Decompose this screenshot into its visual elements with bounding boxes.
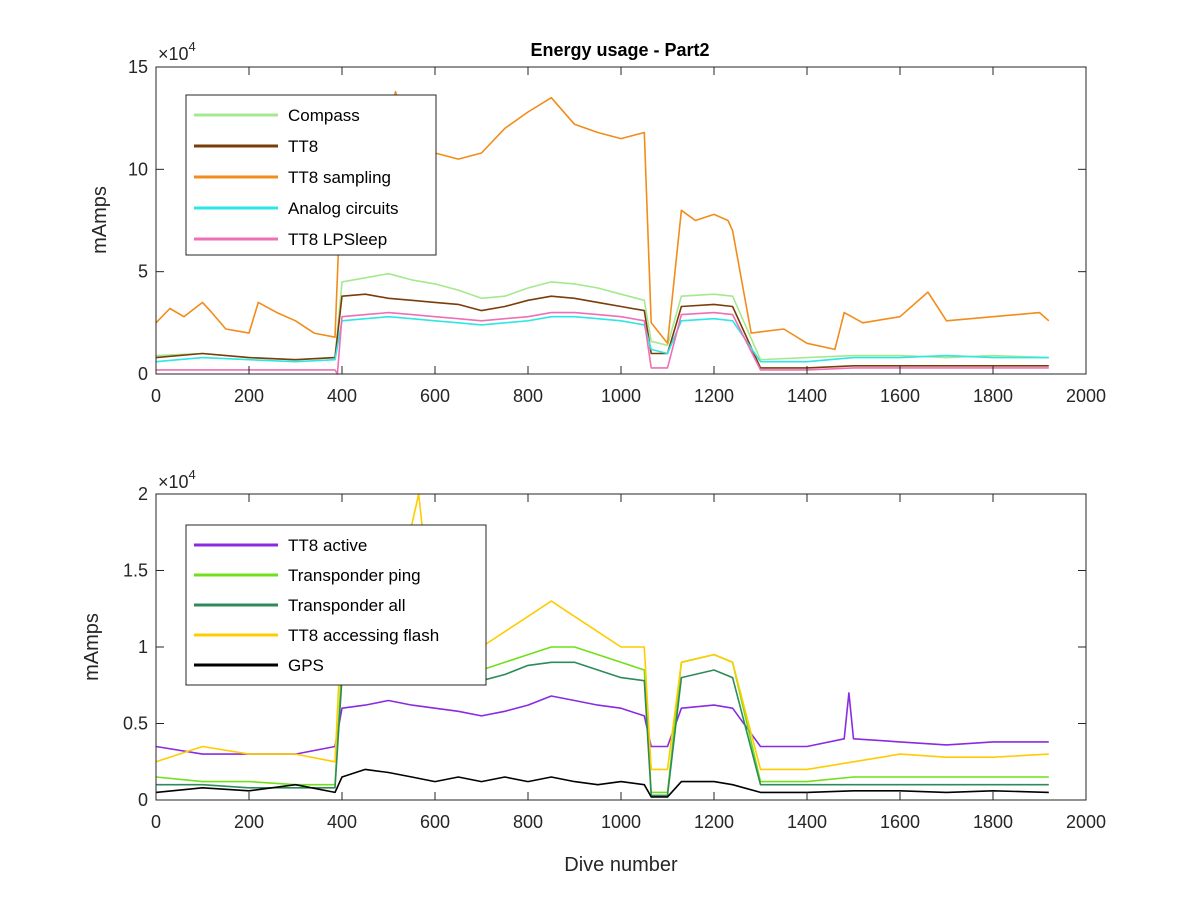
x-tick-label: 1600	[880, 386, 920, 406]
chart-bottom-exponent: ×104	[158, 467, 196, 492]
y-tick-label: 1	[138, 637, 148, 657]
series-line-compass	[155, 272, 1049, 361]
series-line-tt8-active	[155, 692, 1049, 755]
y-tick-label: 2	[138, 484, 148, 504]
x-tick-label: 1400	[787, 386, 827, 406]
x-tick-label: 2000	[1066, 812, 1106, 832]
chart-bottom: 0 200 400 600 800 1000 1200 1400 1600 1800 2000 00…	[81, 467, 1106, 876]
legend-label-tt8: TT8	[288, 137, 318, 156]
chart-top-lines	[155, 90, 1050, 375]
x-tick-label: 0	[151, 812, 161, 832]
chart-bottom-legend: TT8 active Transponder ping Transponder al…	[185, 524, 487, 686]
x-tick-label: 1200	[694, 812, 734, 832]
x-tick-label: 400	[327, 386, 357, 406]
x-tick-label: 200	[234, 386, 264, 406]
chart-top-exponent: ×104	[158, 39, 196, 64]
x-tick-label: 1000	[601, 812, 641, 832]
legend-label-tt8-sampling: TT8 sampling	[288, 168, 391, 187]
legend-label-transponder-ping: Transponder ping	[288, 566, 421, 585]
y-tick-label: 1.5	[123, 561, 148, 581]
chart-top-legend: Compass TT8 TT8 sampling Analog circuits TT8…	[185, 94, 437, 256]
y-tick-label: 10	[128, 159, 148, 179]
x-tick-label: 200	[234, 812, 264, 832]
y-tick-label: 15	[128, 57, 148, 77]
legend-label-gps: GPS	[288, 656, 324, 675]
x-tick-label: 1800	[973, 812, 1013, 832]
chart-bottom-ylabel: mAmps	[81, 613, 103, 681]
chart-bottom-xticks: 0 200 400 600 800 1000 1200 1400 1600 1800 2000	[151, 494, 1106, 832]
y-tick-label: 0	[138, 790, 148, 810]
x-tick-label: 1400	[787, 812, 827, 832]
legend-label-tt8-lpsleep: TT8 LPSleep	[288, 230, 387, 249]
y-tick-label: 0	[138, 364, 148, 384]
chart-top: Energy usage - Part2 0 200 400 600 800 1000 12…	[89, 39, 1106, 406]
chart-bottom-yticks: 0 0.5 1 1.5 2	[123, 484, 1086, 810]
x-tick-label: 800	[513, 386, 543, 406]
x-tick-label: 600	[420, 386, 450, 406]
chart-top-legend-box	[185, 94, 437, 256]
y-tick-label: 5	[138, 262, 148, 282]
series-line-gps	[155, 768, 1049, 798]
x-tick-label: 400	[327, 812, 357, 832]
chart-top-ylabel: mAmps	[89, 186, 111, 254]
x-tick-label: 2000	[1066, 386, 1106, 406]
chart-top-title: Energy usage - Part2	[530, 40, 709, 60]
x-tick-label: 0	[151, 386, 161, 406]
x-tick-label: 600	[420, 812, 450, 832]
series-line-analog-circuits	[155, 315, 1049, 363]
series-line-tt8-lpsleep	[156, 311, 1049, 375]
x-tick-label: 1600	[880, 812, 920, 832]
x-tick-label: 1000	[601, 386, 641, 406]
x-tick-label: 1800	[973, 386, 1013, 406]
x-tick-label: 1200	[694, 386, 734, 406]
series-line-tt8-sampling	[155, 90, 1050, 351]
legend-label-analog-circuits: Analog circuits	[288, 199, 399, 218]
chart-top-yticks: 0 5 10 15	[128, 57, 1086, 384]
chart-top-xticks: 0 200 400 600 800 1000 1200 1400 1600 1800 2000	[151, 67, 1106, 406]
legend-label-tt8-accessing-flash: TT8 accessing flash	[288, 626, 439, 645]
x-tick-label: 800	[513, 812, 543, 832]
legend-label-compass: Compass	[288, 106, 360, 125]
y-tick-label: 0.5	[123, 714, 148, 734]
chart-bottom-xlabel: Dive number	[564, 854, 678, 876]
legend-label-tt8-active: TT8 active	[288, 536, 367, 555]
legend-label-transponder-all: Transponder all	[288, 596, 406, 615]
